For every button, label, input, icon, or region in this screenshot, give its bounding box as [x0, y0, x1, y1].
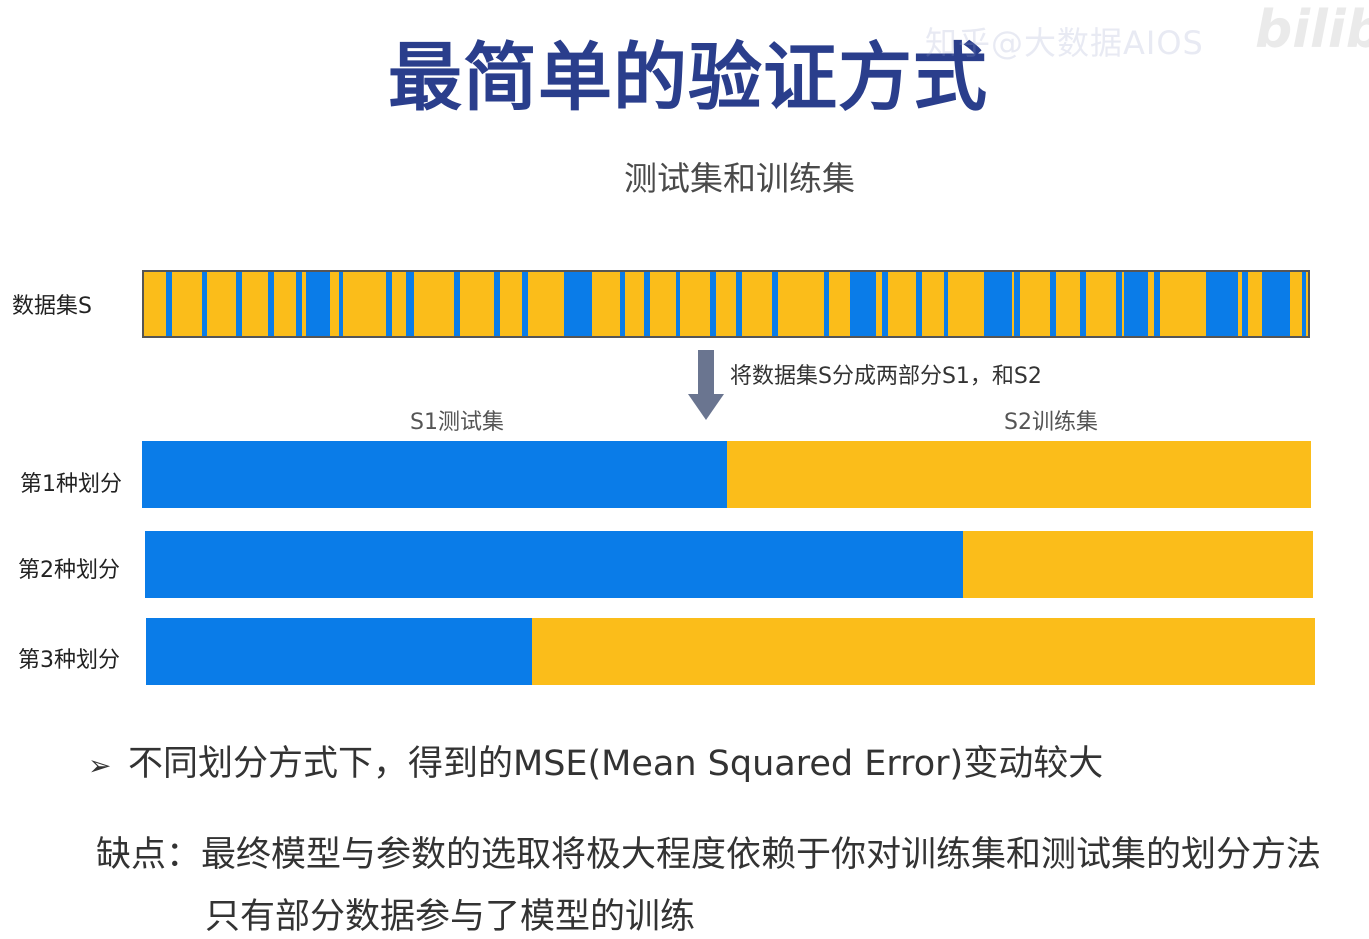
down-arrow-icon — [688, 350, 724, 420]
dataset-test-stripe — [494, 272, 500, 336]
dataset-test-stripe — [588, 272, 592, 336]
cons-line-1: 缺点：最终模型与参数的选取将极大程度依赖于你对训练集和测试集的划分方法 — [96, 835, 1322, 875]
slide-title: 最简单的验证方式 — [388, 35, 988, 121]
dataset-test-stripe — [984, 272, 1012, 336]
dataset-test-stripe — [1050, 272, 1056, 336]
dataset-test-stripe — [676, 272, 680, 336]
split-1-label: 第1种划分 — [20, 472, 122, 497]
split-2-test-part — [145, 531, 963, 598]
dataset-test-stripe — [386, 272, 392, 336]
test-set-label: S1测试集 — [410, 410, 504, 435]
dataset-test-stripe — [564, 272, 590, 336]
cons-line-2: 只有部分数据参与了模型的训练 — [205, 897, 696, 937]
dataset-test-stripe — [916, 272, 922, 336]
dataset-bar — [142, 270, 1310, 338]
dataset-test-stripe — [268, 272, 274, 336]
split-3-test-part — [146, 618, 532, 685]
dataset-test-stripe — [339, 272, 343, 336]
dataset-test-stripe — [1080, 272, 1086, 336]
split-caption: 将数据集S分成两部分S1，和S2 — [730, 364, 1042, 389]
dataset-label: 数据集S — [12, 294, 92, 319]
watermark-text: 知乎@大数据AIOS — [925, 24, 1204, 62]
dataset-test-stripe — [1154, 272, 1160, 336]
dataset-test-stripe — [1206, 272, 1238, 336]
dataset-test-stripe — [454, 272, 460, 336]
dataset-test-stripe — [296, 272, 302, 336]
bullet-point: ➢ 不同划分方式下，得到的MSE(Mean Squared Error)变动较大 — [88, 735, 1103, 786]
dataset-test-stripe — [850, 272, 876, 336]
dataset-test-stripe — [736, 272, 742, 336]
dataset-test-stripe — [1262, 272, 1284, 336]
split-3-bar — [146, 618, 1315, 685]
dataset-test-stripe — [166, 272, 172, 336]
dataset-test-stripe — [1124, 272, 1148, 336]
slide-subtitle: 测试集和训练集 — [624, 159, 855, 198]
arrow-bullet-icon: ➢ — [88, 749, 112, 782]
dataset-test-stripe — [522, 272, 528, 336]
split-1-test-part — [142, 441, 727, 508]
dataset-test-stripe — [824, 272, 829, 336]
dataset-test-stripe — [1116, 272, 1122, 336]
dataset-test-stripe — [1302, 272, 1306, 336]
split-1-bar — [142, 441, 1311, 508]
dataset-test-stripe — [1242, 272, 1248, 336]
split-2-bar — [145, 531, 1313, 598]
dataset-test-stripe — [944, 272, 948, 336]
dataset-test-stripe — [772, 272, 778, 336]
dataset-test-stripe — [644, 272, 650, 336]
bullet-text: 不同划分方式下，得到的MSE(Mean Squared Error)变动较大 — [128, 744, 1104, 784]
dataset-test-stripe — [1014, 272, 1020, 336]
dataset-test-stripe — [882, 272, 888, 336]
dataset-test-stripe — [1284, 272, 1290, 336]
dataset-test-stripe — [620, 272, 625, 336]
train-set-label: S2训练集 — [1004, 410, 1098, 435]
dataset-test-stripe — [406, 272, 414, 336]
split-2-label: 第2种划分 — [18, 558, 120, 583]
dataset-test-stripe — [306, 272, 330, 336]
bilibili-logo-icon: bilibili — [1255, 0, 1369, 60]
dataset-test-stripe — [202, 272, 207, 336]
dataset-test-stripe — [710, 272, 716, 336]
dataset-test-stripe — [236, 272, 242, 336]
split-3-label: 第3种划分 — [18, 648, 120, 673]
